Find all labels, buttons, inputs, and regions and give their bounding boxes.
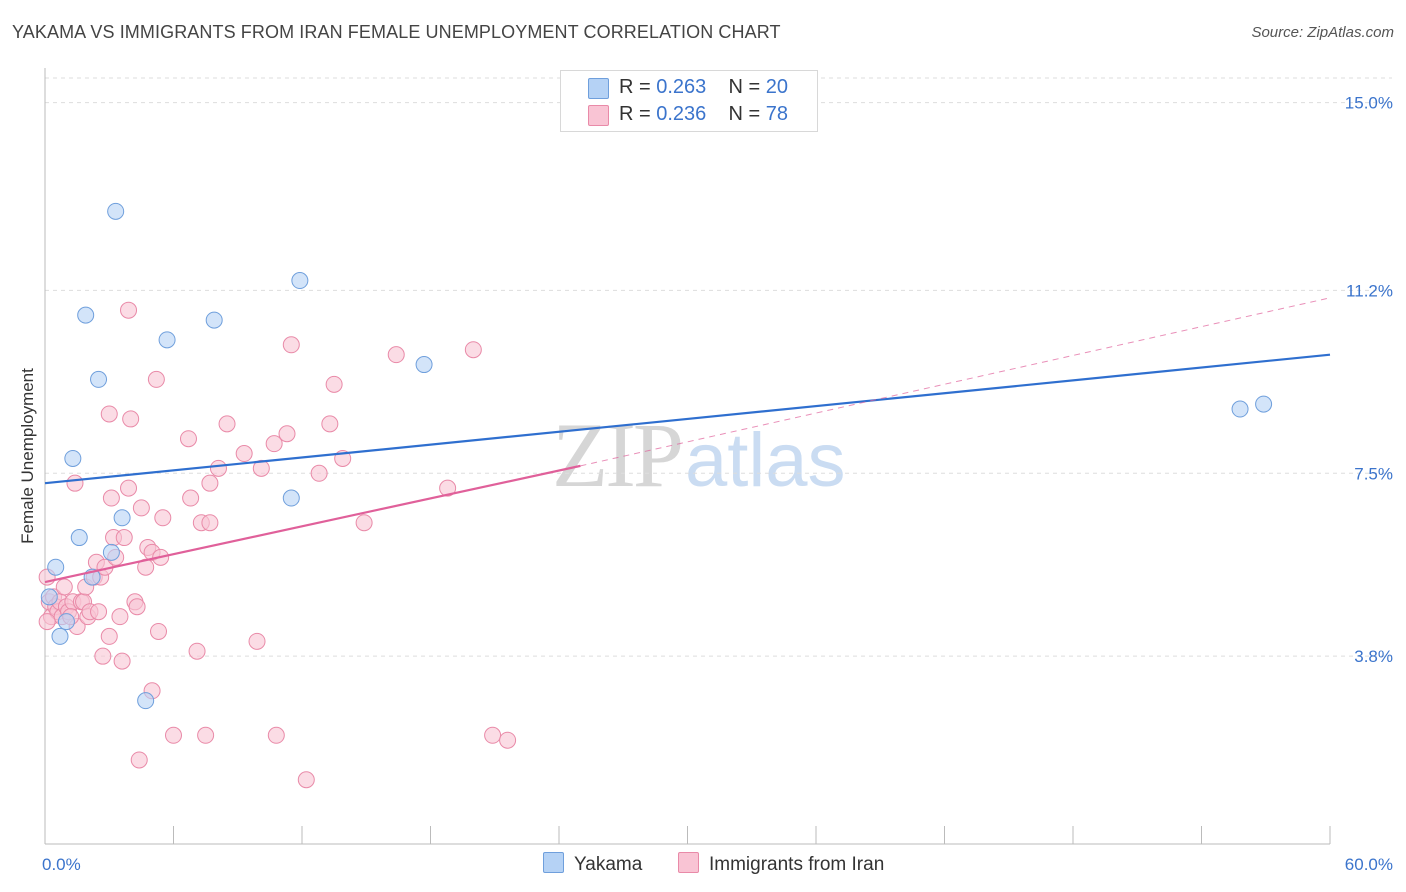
point-iran xyxy=(66,474,84,492)
point-yakama xyxy=(47,558,65,576)
point-yakama xyxy=(102,543,120,561)
legend-iran-stats: R = 0.236 N = 78 xyxy=(619,103,789,125)
point-iran xyxy=(111,608,129,626)
point-iran xyxy=(102,489,120,507)
point-iran xyxy=(113,652,131,670)
point-iran xyxy=(278,425,296,443)
point-iran xyxy=(499,731,517,749)
point-iran xyxy=(165,726,182,744)
y-tick-label: 15.0% xyxy=(1345,94,1393,113)
point-yakama xyxy=(282,489,300,507)
trendline-extension-iran xyxy=(580,297,1331,467)
y-axis-label: Female Unemployment xyxy=(18,368,37,544)
point-iran xyxy=(150,622,168,640)
point-yakama xyxy=(1231,400,1249,418)
point-iran xyxy=(464,341,482,359)
bottom-legend-label-yakama: Yakama xyxy=(574,854,643,875)
point-iran xyxy=(115,529,133,547)
point-iran xyxy=(439,479,457,497)
chart-title: YAKAMA VS IMMIGRANTS FROM IRAN FEMALE UN… xyxy=(12,22,781,42)
point-iran xyxy=(100,405,118,423)
point-yakama xyxy=(113,509,131,527)
point-yakama xyxy=(70,529,88,547)
point-iran xyxy=(90,603,108,621)
point-iran xyxy=(147,370,165,388)
point-iran xyxy=(387,346,405,364)
trendline-iran xyxy=(44,464,581,584)
point-yakama xyxy=(90,370,108,388)
point-yakama xyxy=(77,306,95,324)
y-tick-label: 11.2% xyxy=(1346,281,1393,300)
point-yakama xyxy=(291,272,309,290)
point-iran xyxy=(55,578,73,596)
point-yakama xyxy=(137,692,155,710)
y-tick-label: 3.8% xyxy=(1354,647,1393,666)
point-yakama xyxy=(57,613,75,631)
bottom-legend-label-iran: Immigrants from Iran xyxy=(709,854,885,875)
point-yakama xyxy=(107,202,125,220)
point-iran xyxy=(132,499,150,517)
source-label: Source: ZipAtlas.com xyxy=(1251,24,1394,41)
bottom-legend-swatch-yakama xyxy=(543,852,564,873)
point-iran xyxy=(297,771,315,789)
bottom-legend-swatch-iran xyxy=(678,852,699,873)
point-iran xyxy=(130,751,148,769)
point-iran xyxy=(100,627,118,645)
point-iran xyxy=(122,410,140,428)
point-yakama xyxy=(158,331,176,349)
point-yakama xyxy=(40,588,58,606)
point-iran xyxy=(282,336,300,354)
x-tick-label: 0.0% xyxy=(42,855,81,874)
point-iran xyxy=(201,474,219,492)
point-iran xyxy=(182,489,200,507)
point-iran xyxy=(252,459,270,477)
correlation-legend: R = 0.263 N = 20 R = 0.236 N = 78 xyxy=(560,70,818,132)
x-tick-label: 60.0% xyxy=(1345,855,1393,874)
point-iran xyxy=(179,430,197,448)
point-iran xyxy=(321,415,339,433)
point-iran xyxy=(154,509,172,527)
point-yakama xyxy=(1255,395,1273,413)
point-iran xyxy=(94,647,112,665)
point-iran xyxy=(128,598,146,616)
trendline-yakama xyxy=(44,353,1331,485)
point-iran xyxy=(484,726,502,744)
point-iran xyxy=(38,613,56,631)
point-iran xyxy=(235,445,253,463)
point-iran xyxy=(201,514,219,532)
point-iran xyxy=(325,375,343,393)
point-iran xyxy=(209,459,227,477)
legend-swatch-yakama xyxy=(588,78,609,99)
y-tick-label: 7.5% xyxy=(1354,464,1393,483)
point-iran xyxy=(355,514,373,532)
point-yakama xyxy=(64,449,82,467)
point-iran xyxy=(310,464,328,482)
bottom-legend-iran: Immigrants from Iran xyxy=(678,852,884,876)
legend-swatch-iran xyxy=(588,105,609,126)
point-iran xyxy=(267,726,285,744)
bottom-legend-yakama: Yakama xyxy=(543,852,642,876)
point-iran xyxy=(197,726,215,744)
point-iran xyxy=(120,479,138,497)
point-yakama xyxy=(415,356,433,374)
point-yakama xyxy=(205,311,223,329)
watermark-atlas: atlas xyxy=(685,418,846,503)
point-iran xyxy=(188,642,206,660)
legend-yakama-stats: R = 0.263 N = 20 xyxy=(619,76,789,98)
point-yakama xyxy=(51,627,69,645)
point-iran xyxy=(120,301,138,319)
point-iran xyxy=(218,415,236,433)
point-iran xyxy=(248,632,266,650)
point-iran xyxy=(265,435,283,453)
